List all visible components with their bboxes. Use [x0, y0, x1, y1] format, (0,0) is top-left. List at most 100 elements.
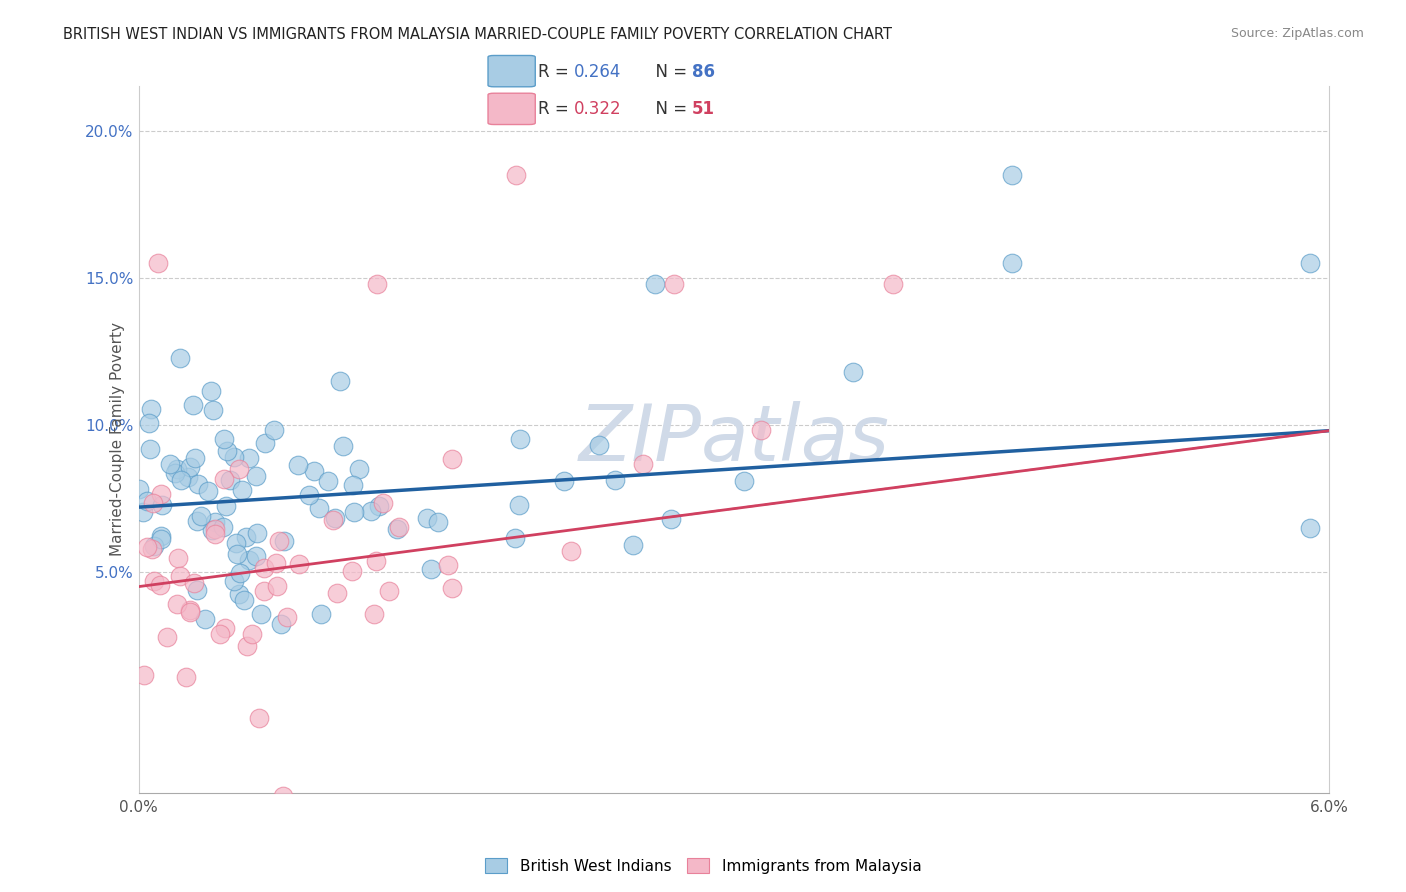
Point: [131, 505, 153, 519]
Point: [228, 462, 250, 476]
Point: [186, 582, 208, 597]
Point: [142, 496, 165, 510]
Text: 86: 86: [692, 62, 714, 80]
Point: [1298, 256, 1320, 270]
Point: [288, 558, 311, 572]
Point: [273, 534, 295, 549]
Point: [332, 440, 354, 454]
Point: [197, 483, 219, 498]
Point: [253, 561, 276, 575]
Point: [363, 607, 385, 621]
Point: [238, 450, 260, 465]
Point: [302, 464, 325, 478]
Point: [226, 547, 249, 561]
Point: [200, 384, 222, 399]
Point: [224, 574, 246, 588]
Point: [135, 540, 157, 554]
Point: [503, 531, 526, 545]
Point: [420, 562, 443, 576]
Point: [139, 402, 162, 417]
Point: [174, 670, 197, 684]
Point: [142, 539, 165, 553]
Y-axis label: Married-Couple Family Poverty: Married-Couple Family Poverty: [110, 323, 125, 557]
Point: [150, 529, 173, 543]
Point: [364, 554, 387, 568]
Point: [253, 584, 276, 599]
Point: [225, 536, 247, 550]
Point: [138, 416, 160, 430]
Point: [371, 496, 394, 510]
Point: [287, 458, 309, 473]
Point: [1001, 256, 1024, 270]
Point: [366, 277, 388, 291]
Point: [509, 433, 531, 447]
Point: [186, 514, 208, 528]
Point: [342, 478, 364, 492]
FancyBboxPatch shape: [488, 94, 536, 125]
Point: [644, 277, 666, 291]
Point: [204, 515, 226, 529]
Point: [141, 541, 163, 556]
Point: [560, 544, 582, 558]
Point: [271, 789, 294, 803]
Point: [621, 538, 644, 552]
Point: [1298, 521, 1320, 535]
Point: [139, 442, 162, 456]
Point: [309, 607, 332, 621]
Point: [148, 256, 170, 270]
Point: [437, 558, 460, 572]
Point: [166, 462, 188, 476]
Point: [342, 504, 364, 518]
Point: [733, 474, 755, 488]
Point: [603, 473, 626, 487]
Point: [553, 474, 575, 488]
Point: [163, 467, 186, 481]
Point: [240, 627, 263, 641]
Point: [149, 487, 172, 501]
Point: [505, 168, 527, 182]
Point: [212, 472, 235, 486]
Point: [136, 494, 159, 508]
Point: [169, 568, 191, 582]
Point: [179, 603, 201, 617]
Point: [236, 639, 259, 653]
Point: [416, 511, 439, 525]
Text: Source: ZipAtlas.com: Source: ZipAtlas.com: [1230, 27, 1364, 40]
Point: [233, 592, 256, 607]
Point: [298, 488, 321, 502]
Text: BRITISH WEST INDIAN VS IMMIGRANTS FROM MALAYSIA MARRIED-COUPLE FAMILY POVERTY CO: BRITISH WEST INDIAN VS IMMIGRANTS FROM M…: [63, 27, 893, 42]
Point: [228, 587, 250, 601]
Point: [156, 630, 179, 644]
Point: [150, 498, 173, 512]
Point: [342, 564, 364, 578]
Point: [215, 500, 238, 514]
Point: [347, 462, 370, 476]
Point: [388, 520, 411, 534]
Point: [882, 277, 904, 291]
Point: [204, 526, 226, 541]
Text: R =: R =: [538, 100, 574, 119]
Point: [177, 470, 200, 484]
Point: [190, 508, 212, 523]
Point: [245, 549, 267, 563]
Point: [149, 532, 172, 546]
Point: [441, 581, 464, 595]
Point: [201, 523, 224, 537]
Point: [209, 627, 232, 641]
Point: [842, 365, 865, 379]
Point: [659, 512, 682, 526]
Point: [166, 551, 188, 566]
Point: [179, 606, 201, 620]
Point: [166, 598, 188, 612]
Point: [441, 452, 464, 467]
Point: [187, 477, 209, 491]
Text: N =: N =: [644, 100, 692, 119]
Point: [664, 277, 686, 291]
Point: [170, 473, 193, 487]
Point: [245, 469, 267, 483]
Point: [219, 473, 242, 487]
Point: [181, 398, 204, 412]
Point: [308, 501, 330, 516]
Point: [183, 576, 205, 591]
Point: [588, 438, 610, 452]
